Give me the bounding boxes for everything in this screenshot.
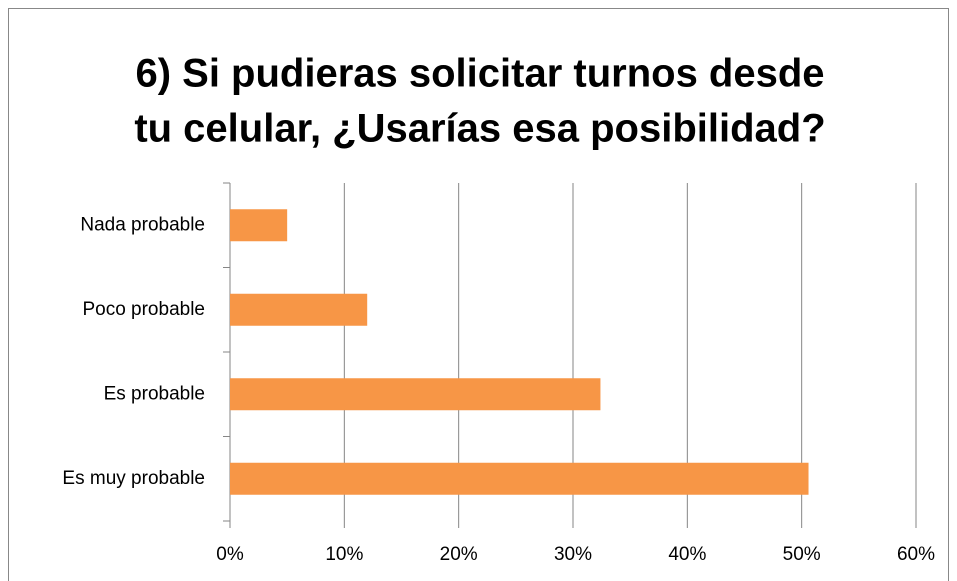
y-tick-label: Nada probable — [80, 214, 205, 235]
x-tick-label: 60% — [897, 544, 935, 565]
bar — [230, 209, 288, 242]
x-tick-label: 0% — [216, 544, 244, 565]
chart-title: 6) Si pudieras solicitar turnos desde — [135, 52, 824, 96]
bar — [230, 462, 809, 495]
y-tick-label: Es probable — [104, 383, 205, 404]
x-tick-label: 10% — [325, 544, 363, 565]
y-tick-label: Es muy probable — [62, 468, 205, 489]
y-tick-label: Poco probable — [82, 299, 205, 320]
x-tick-label: 50% — [783, 544, 821, 565]
bar — [230, 378, 601, 411]
bar — [230, 293, 368, 326]
chart-title: tu celular, ¿Usarías esa posibilidad? — [134, 107, 825, 151]
x-tick-label: 30% — [554, 544, 592, 565]
x-tick-label: 40% — [668, 544, 706, 565]
x-tick-label: 20% — [440, 544, 478, 565]
